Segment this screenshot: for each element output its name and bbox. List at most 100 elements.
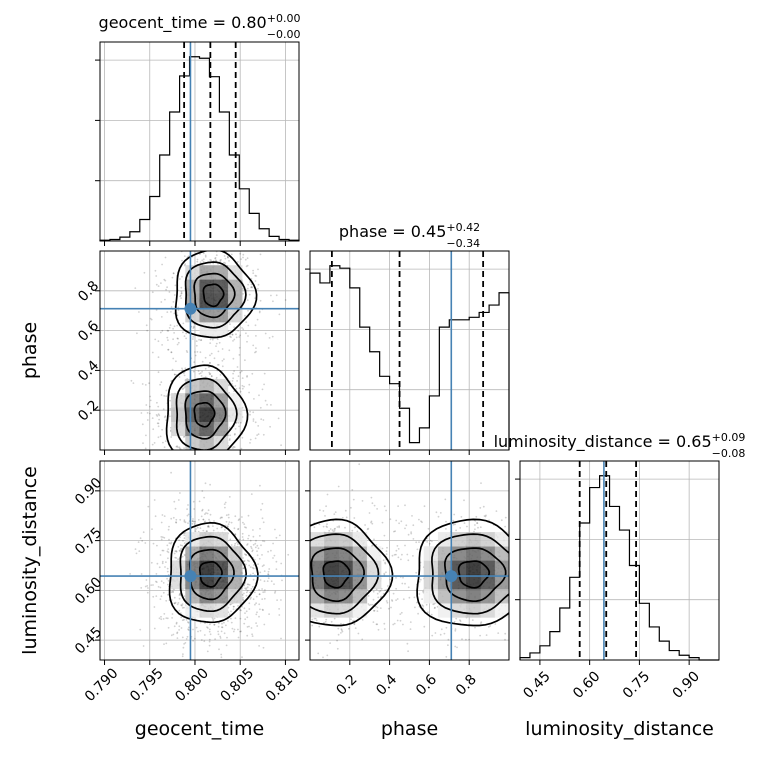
sample-point	[526, 594, 528, 596]
sample-point	[173, 373, 176, 376]
sample-point	[261, 608, 264, 611]
sample-point	[386, 546, 388, 549]
sample-point	[404, 582, 406, 585]
sample-point	[195, 626, 198, 629]
sample-point	[480, 482, 482, 484]
sample-point	[294, 558, 296, 560]
sample-point	[534, 564, 536, 566]
sample-point	[183, 595, 186, 597]
sample-point	[244, 359, 246, 362]
sample-point	[333, 617, 336, 620]
sample-point	[178, 549, 181, 552]
density-cell	[437, 546, 453, 561]
sample-point	[179, 668, 181, 670]
sample-point	[215, 345, 217, 347]
sample-point	[306, 523, 308, 525]
sample-point	[523, 586, 525, 588]
density-cell	[310, 588, 325, 604]
sample-point	[561, 571, 563, 573]
sample-point	[522, 544, 524, 546]
sample-point	[210, 259, 213, 262]
density-cell	[452, 603, 467, 618]
sample-point	[199, 454, 201, 456]
sample-point	[264, 589, 266, 591]
sample-point	[250, 286, 253, 288]
sample-point	[401, 582, 404, 585]
sample-point	[528, 536, 530, 538]
sample-point	[432, 603, 435, 606]
sample-point	[178, 446, 181, 449]
sample-point	[395, 549, 398, 552]
sample-point	[262, 433, 265, 436]
density-cell	[423, 560, 439, 576]
sample-point	[411, 515, 413, 517]
title-upper-error: +0.42	[446, 221, 480, 234]
panel-2d-geocent_time-vs-luminosity_distance	[95, 460, 300, 670]
sample-point	[167, 583, 169, 586]
sample-point	[148, 382, 151, 385]
sample-point	[179, 471, 181, 473]
sample-point	[204, 455, 206, 457]
sample-point	[288, 577, 290, 579]
sample-point	[223, 632, 226, 635]
sample-point	[261, 565, 264, 568]
sample-point	[526, 580, 528, 582]
sample-point	[267, 347, 270, 349]
sample-point	[296, 544, 298, 546]
sample-point	[250, 588, 253, 590]
sample-point	[425, 603, 428, 606]
sample-point	[382, 559, 385, 562]
sample-point	[245, 554, 248, 556]
sample-point	[141, 540, 144, 542]
sample-point	[300, 555, 302, 557]
sample-point	[315, 619, 318, 622]
sample-point	[209, 247, 211, 249]
sample-point	[206, 530, 208, 533]
sample-point	[228, 521, 231, 523]
sample-point	[304, 579, 306, 581]
sample-point	[234, 533, 237, 535]
sample-point	[194, 530, 197, 532]
sample-point	[177, 546, 180, 548]
sample-point	[410, 531, 412, 533]
sample-point	[562, 557, 564, 559]
sample-point	[197, 519, 200, 521]
sample-point	[153, 499, 156, 501]
sample-point	[396, 545, 399, 547]
sample-point	[219, 517, 222, 520]
sample-point	[370, 603, 372, 606]
sample-point	[158, 566, 161, 569]
sample-point	[407, 533, 410, 536]
sample-point	[237, 329, 240, 332]
sample-point	[204, 376, 207, 378]
sample-point	[220, 630, 223, 633]
density-cell	[227, 574, 243, 590]
sample-point	[514, 547, 516, 549]
sample-point	[300, 597, 302, 599]
sample-point	[192, 466, 194, 468]
sample-point	[445, 656, 448, 658]
sample-point	[383, 622, 386, 625]
sample-point	[171, 617, 174, 619]
sample-point	[246, 583, 249, 586]
sample-point	[219, 454, 221, 456]
sample-point	[452, 523, 455, 526]
sample-point	[455, 617, 458, 620]
sample-point	[252, 418, 255, 420]
sample-point	[167, 548, 170, 550]
sample-point	[527, 637, 529, 639]
sample-point	[215, 376, 218, 379]
sample-point	[245, 248, 247, 250]
sample-point	[542, 631, 544, 633]
sample-point	[187, 621, 189, 623]
sample-point	[192, 336, 195, 338]
sample-point	[157, 413, 160, 416]
sample-point	[513, 606, 515, 608]
density-cell	[494, 603, 509, 618]
sample-point	[280, 637, 282, 640]
sample-point	[153, 606, 156, 608]
sample-point	[415, 541, 418, 544]
sample-point	[371, 603, 374, 606]
sample-point	[198, 500, 201, 503]
sample-point	[351, 620, 354, 622]
